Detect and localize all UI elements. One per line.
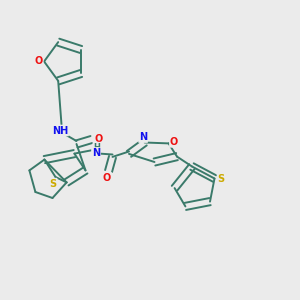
Text: H: H xyxy=(93,142,100,152)
Text: O: O xyxy=(170,137,178,147)
Text: O: O xyxy=(103,173,111,183)
Text: O: O xyxy=(94,134,103,145)
Text: S: S xyxy=(50,178,57,189)
Text: N: N xyxy=(92,148,100,158)
Text: O: O xyxy=(34,56,43,67)
Text: NH: NH xyxy=(52,125,68,136)
Text: S: S xyxy=(218,173,225,184)
Text: N: N xyxy=(139,132,147,142)
